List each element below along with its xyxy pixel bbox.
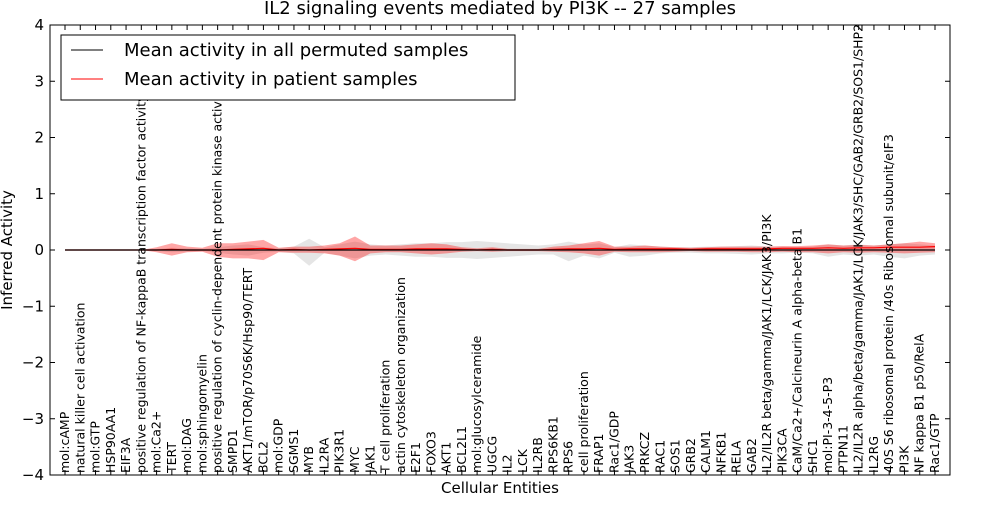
x-tick-label: IL2RG	[866, 436, 881, 473]
x-tick-label: IL2RA	[317, 437, 332, 473]
y-tick-label: −4	[22, 466, 44, 484]
x-tick-label: GRB2	[683, 438, 698, 473]
x-tick-label: LCK	[515, 448, 530, 473]
x-tick-label: MYC	[347, 446, 362, 473]
x-tick-label: RPS6	[561, 441, 576, 473]
y-axis-label: Inferred Activity	[0, 190, 16, 310]
x-tick-label: positive regulation of NF-kappaB transcr…	[133, 94, 148, 473]
x-tick-label: cell proliferation	[576, 371, 591, 473]
y-tick-label: 2	[34, 129, 44, 147]
x-tick-label: RELA	[729, 440, 744, 473]
band-permuted	[65, 238, 935, 266]
y-tick-label: −3	[22, 410, 44, 428]
x-tick-label: PRKCZ	[637, 432, 652, 473]
x-tick-label: NFKB1	[713, 432, 728, 473]
x-tick-label: mol:glucosylceramide	[469, 335, 484, 473]
x-tick-label: mol:Ca2+	[149, 411, 164, 473]
x-tick-label: BCL2	[255, 441, 270, 473]
x-tick-label: RPS6KB1	[545, 416, 560, 473]
x-tick-label: FRAP1	[591, 434, 606, 473]
x-tick-label: T cell proliferation	[378, 360, 393, 474]
x-tick-label: IL2/IL2R beta/gamma/JAK1/LCK/JAK3/PI3K	[759, 214, 774, 473]
y-tick-label: 1	[34, 185, 44, 203]
x-tick-label: IL2	[500, 454, 515, 473]
y-axis: −4 −3 −2 −1 0 1 2 3 4	[22, 16, 950, 484]
y-tick-label: −1	[22, 297, 44, 315]
y-tick-label: 4	[34, 16, 44, 34]
x-tick-label: JAK3	[622, 445, 637, 474]
x-tick-label: IL2RB	[530, 437, 545, 473]
x-tick-label: TERT	[164, 442, 179, 474]
x-tick-label: EIF3A	[118, 437, 133, 473]
x-tick-label: 40S S6 ribosomal protein /40s Ribosomal …	[881, 134, 896, 473]
x-tick-label: AKT1/mTOR/p70S6K/Hsp90/TERT	[240, 268, 255, 474]
x-tick-label: actin cytoskeleton organization	[393, 277, 408, 473]
series-lines	[65, 246, 936, 251]
x-tick-label: SOS1	[668, 439, 683, 473]
x-tick-label: NF kappa B1 p50/RelA	[912, 333, 927, 473]
x-tick-label: FOXO3	[423, 431, 438, 473]
confidence-bands	[65, 236, 935, 266]
x-tick-label: mol:DAG	[179, 418, 194, 473]
chart-title: IL2 signaling events mediated by PI3K --…	[264, 0, 736, 19]
x-tick-label: CALM1	[698, 430, 713, 473]
legend-label-patient: Mean activity in patient samples	[124, 69, 418, 90]
y-tick-label: 0	[34, 241, 44, 259]
legend-label-permuted: Mean activity in all permuted samples	[124, 40, 468, 61]
legend-box	[60, 34, 516, 101]
x-tick-label: IL2/IL2R alpha/beta/gamma/JAK1/LCK/JAK3/…	[851, 24, 866, 473]
x-tick-label: JAK1	[362, 445, 377, 474]
x-tick-label: SHC1	[805, 439, 820, 473]
y-tick-label: 3	[34, 72, 44, 90]
x-tick-label: AKT1	[439, 442, 454, 473]
x-tick-label: E2F1	[408, 442, 423, 473]
x-tick-label: Rac1/GDP	[607, 411, 622, 473]
x-tick-label: MYB	[301, 446, 316, 473]
x-tick-label: PIK3R1	[332, 429, 347, 473]
y-tick-label: −2	[22, 354, 44, 372]
band-patient	[65, 236, 935, 262]
x-tick-label: mol:sphingomyelin	[194, 354, 209, 473]
x-tick-label: Rac1/GTP	[927, 413, 942, 473]
x-tick-label: mol:GTP	[88, 421, 103, 473]
x-tick-label: CaM/Ca2+/Calcineurin A alpha-beta B1	[790, 228, 805, 473]
x-tick-label: natural killer cell activation	[72, 303, 87, 474]
x-tick-label: SMPD1	[225, 429, 240, 473]
legend: Mean activity in all permuted samples Me…	[60, 34, 516, 101]
x-tick-label: GAB2	[744, 438, 759, 473]
x-tick-label: UGCG	[484, 436, 499, 473]
x-tick-label: PI3K	[897, 445, 912, 473]
x-tick-label: mol:PI-3-4-5-P3	[820, 377, 835, 473]
x-tick-label: positive regulation of cyclin-dependent …	[210, 85, 225, 473]
x-tick-label: PTPN11	[835, 425, 850, 473]
x-tick-label: mol:cAMP	[57, 411, 72, 473]
x-tick-label: mol:GDP	[271, 418, 286, 473]
x-tick-label: RAC1	[652, 440, 667, 473]
x-tick-label: SGMS1	[286, 429, 301, 473]
x-tick-label: HSP90AA1	[103, 407, 118, 473]
x-axis: mol:cAMP natural killer cell activation mo…	[57, 24, 942, 475]
x-tick-label: BCL2L1	[454, 426, 469, 473]
x-axis-label: Cellular Entities	[441, 479, 559, 497]
x-tick-label: PIK3CA	[774, 428, 789, 473]
